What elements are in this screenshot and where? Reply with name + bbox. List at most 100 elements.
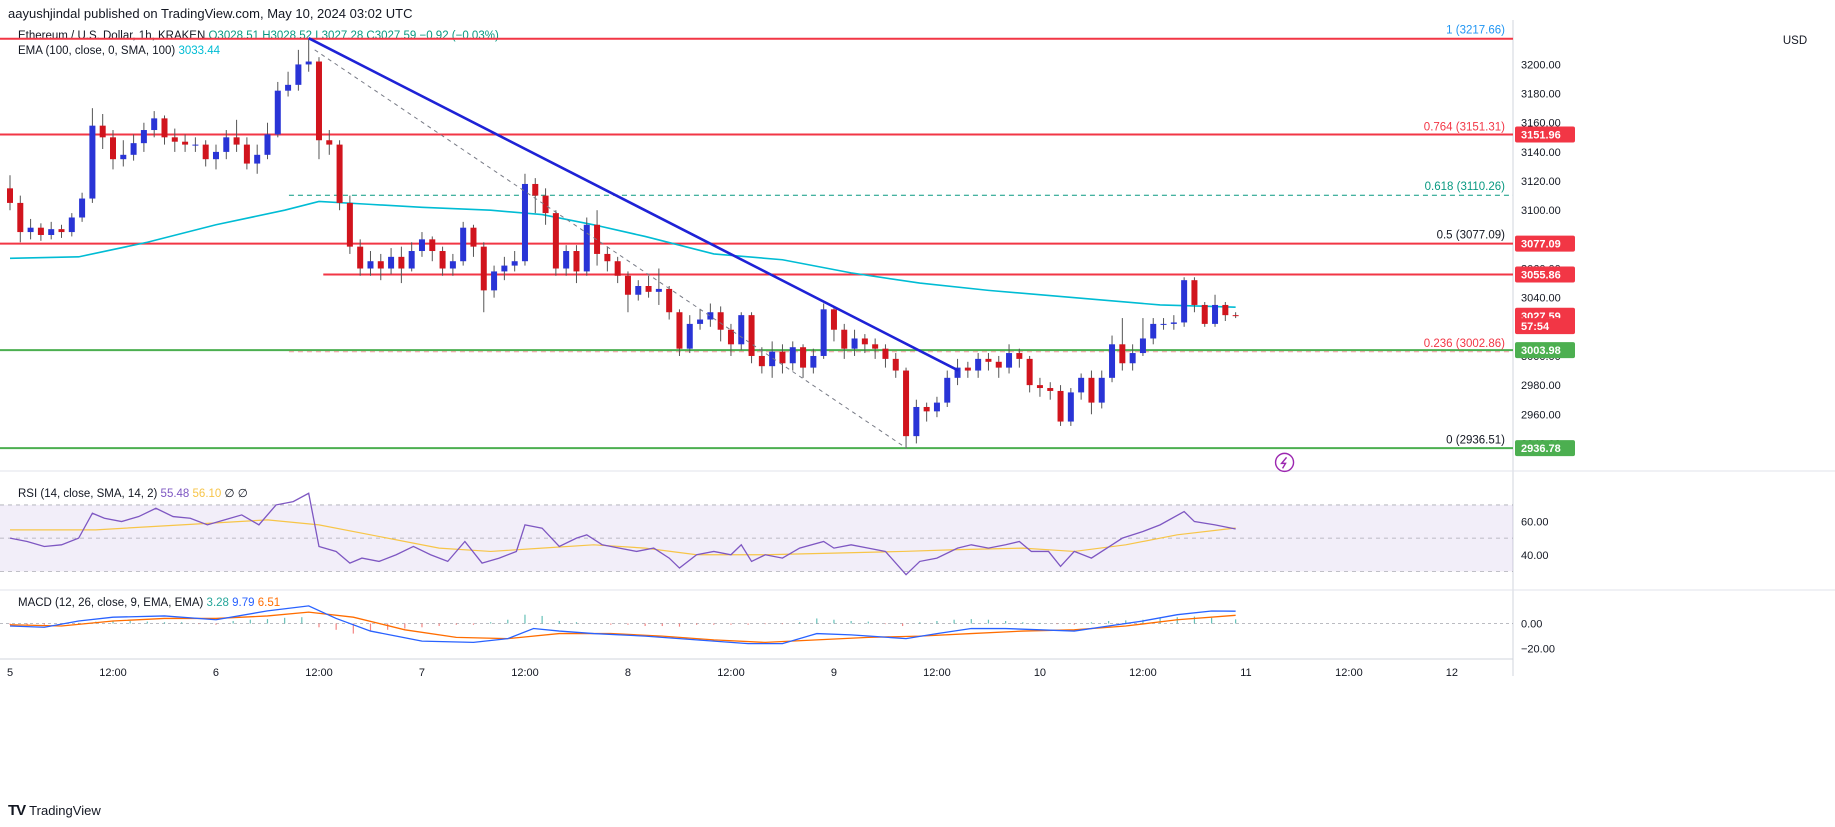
time-tick: 8	[625, 667, 631, 679]
candle-body	[388, 256, 395, 269]
candle-body	[1016, 353, 1023, 359]
candle	[398, 246, 405, 284]
ema-label[interactable]: EMA (100, close, 0, SMA, 100)	[18, 45, 176, 57]
candle	[470, 224, 477, 257]
candle	[151, 111, 158, 138]
candle-body	[727, 329, 734, 345]
price-tick: 2980.00	[1521, 380, 1561, 392]
candle	[748, 312, 755, 364]
candle	[707, 303, 714, 327]
candle-body	[892, 358, 899, 371]
rsi-tick: 60.00	[1521, 517, 1549, 529]
candle-body	[841, 329, 848, 349]
time-tick: 12	[1446, 667, 1458, 679]
price-label-bg	[1515, 126, 1575, 143]
candle-body	[109, 137, 116, 160]
tradingview-brand[interactable]: TV TradingView	[8, 802, 101, 819]
price-tick: 3180.00	[1521, 89, 1561, 101]
candle-body	[295, 64, 302, 85]
macd-line	[9, 605, 1236, 645]
candle-body	[861, 338, 868, 345]
candle	[254, 144, 261, 174]
candle-body	[975, 358, 982, 371]
candle	[789, 341, 796, 371]
grid-lines	[0, 20, 1835, 676]
candle	[594, 210, 601, 266]
candle-body	[377, 261, 384, 269]
candle	[1170, 315, 1177, 330]
candle-body	[130, 143, 137, 155]
tradingview-logo-icon: TV	[8, 802, 26, 819]
price-label-bg	[1515, 235, 1575, 252]
fibonacci-levels: 1 (3217.66) 0.764 (3151.31) 0.618 (3110.26…	[288, 25, 1513, 447]
horizontal-levels	[0, 37, 1513, 450]
candle-body	[1201, 304, 1208, 324]
candle	[1212, 294, 1219, 327]
candle-body	[460, 227, 467, 262]
candle-body	[676, 312, 683, 349]
candle-body	[1109, 344, 1116, 378]
candle	[58, 224, 65, 238]
price-axis: USD 3200.00 3180.00 3160.00 3140.00 3120.00 31…	[1515, 35, 1807, 656]
candle	[841, 323, 848, 359]
macd-hist-value: 3.28	[206, 597, 229, 609]
candle-body	[1067, 392, 1074, 422]
macd-label[interactable]: MACD (12, 26, close, 9, EMA, EMA)	[18, 597, 204, 609]
candle	[933, 396, 940, 418]
candle-body	[521, 183, 528, 262]
candle	[89, 108, 96, 203]
price-label: 3077.09	[1515, 235, 1575, 252]
candle	[975, 353, 982, 378]
candle-body	[933, 402, 940, 412]
rsi-pane	[0, 492, 1513, 576]
candle-body	[542, 195, 549, 214]
candle-body	[923, 406, 930, 412]
macd-tick: 0.00	[1521, 619, 1542, 631]
candle	[99, 114, 106, 149]
candle	[274, 81, 281, 138]
time-tick: 12:00	[923, 667, 951, 679]
candle	[305, 39, 312, 72]
candle	[7, 175, 13, 211]
candle-body	[697, 319, 704, 324]
candle	[1057, 385, 1064, 426]
price-tick: 3100.00	[1521, 205, 1561, 217]
candle	[882, 344, 889, 368]
time-axis: 5 12:00 6 12:00 7 12:00 8 12:00 9 12:00 10 12:00 11 1…	[7, 667, 1458, 679]
candle-body	[1212, 304, 1219, 324]
candle-body	[480, 246, 487, 291]
rsi-label[interactable]: RSI (14, close, SMA, 14, 2)	[18, 488, 158, 500]
candle-body	[243, 144, 250, 164]
candle	[192, 137, 199, 152]
candle	[1078, 373, 1085, 400]
candle-body	[913, 406, 920, 437]
candle	[285, 71, 292, 97]
rsi-value: 55.48	[160, 488, 190, 500]
candle	[408, 242, 415, 272]
candle	[861, 334, 868, 354]
candle-body	[120, 154, 127, 160]
price-tick: 3160.00	[1521, 118, 1561, 130]
candle-body	[717, 312, 724, 330]
candle-body	[738, 315, 745, 345]
candle-body	[48, 229, 55, 235]
candle	[1036, 377, 1043, 397]
price-label-bg	[1515, 342, 1575, 359]
candle	[552, 210, 559, 276]
candle-body	[604, 253, 611, 262]
candle-body	[1191, 280, 1198, 305]
candle-body	[336, 144, 343, 203]
time-tick: 12:00	[305, 667, 333, 679]
publisher-line: aayushjindal published on TradingView.co…	[8, 6, 413, 21]
candle	[17, 195, 24, 243]
candle	[511, 251, 518, 272]
candle	[429, 236, 436, 262]
price-tick: 3200.00	[1521, 59, 1561, 71]
price-label: 2936.78	[1515, 440, 1575, 457]
alert-icon	[1274, 452, 1295, 473]
candle	[1047, 382, 1054, 400]
candle-body	[1119, 344, 1126, 364]
candle	[480, 242, 487, 313]
candle	[223, 130, 230, 160]
